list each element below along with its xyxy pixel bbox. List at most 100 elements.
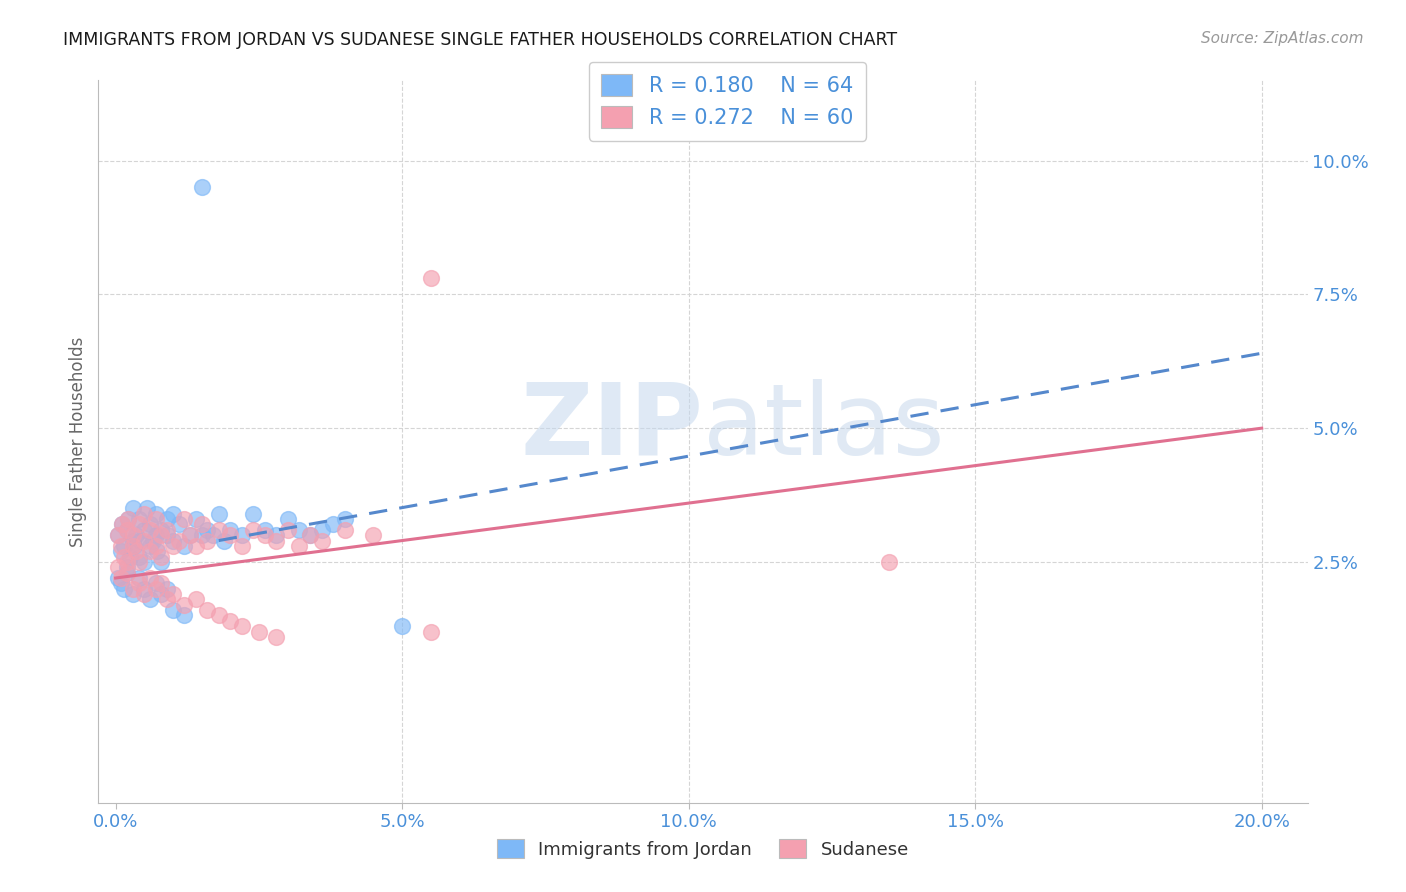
Point [208, 608, 231, 623]
Point [128, 571, 150, 585]
Point [110, 576, 132, 591]
Point [162, 507, 184, 521]
Point [121, 501, 143, 516]
Point [299, 528, 322, 542]
Point [150, 528, 173, 542]
Point [107, 571, 129, 585]
Point [117, 512, 139, 526]
Point [134, 507, 156, 521]
Point [115, 566, 138, 580]
Point [173, 598, 195, 612]
Point [150, 555, 173, 569]
Point [173, 512, 195, 526]
Point [264, 630, 287, 644]
Point [264, 528, 287, 542]
Point [162, 603, 184, 617]
Point [128, 517, 150, 532]
Point [111, 517, 134, 532]
Point [117, 512, 139, 526]
Point [219, 528, 242, 542]
Point [107, 560, 129, 574]
Point [145, 582, 167, 596]
Point [277, 523, 299, 537]
Point [277, 512, 299, 526]
Point [145, 539, 167, 553]
Point [162, 587, 184, 601]
Point [150, 587, 173, 601]
Point [139, 517, 162, 532]
Point [142, 533, 165, 548]
Point [173, 539, 195, 553]
Point [162, 539, 184, 553]
Point [156, 528, 179, 542]
Point [231, 539, 253, 553]
Point [134, 555, 156, 569]
Point [128, 549, 150, 564]
Point [179, 528, 201, 542]
Point [333, 512, 356, 526]
Point [115, 523, 138, 537]
Point [134, 582, 156, 596]
Point [145, 507, 167, 521]
Point [139, 539, 162, 553]
Point [231, 619, 253, 633]
Point [195, 603, 218, 617]
Point [162, 533, 184, 548]
Point [288, 539, 311, 553]
Point [219, 523, 242, 537]
Point [121, 582, 143, 596]
Text: ZIP: ZIP [520, 378, 703, 475]
Point [419, 271, 441, 285]
Point [150, 549, 173, 564]
Point [184, 512, 207, 526]
Point [121, 587, 143, 601]
Point [121, 533, 143, 548]
Point [139, 523, 162, 537]
Point [184, 592, 207, 607]
Point [128, 512, 150, 526]
Point [110, 539, 132, 553]
Point [264, 533, 287, 548]
Point [242, 507, 264, 521]
Point [107, 528, 129, 542]
Point [253, 523, 276, 537]
Point [134, 587, 156, 601]
Point [333, 523, 356, 537]
Point [156, 592, 179, 607]
Point [419, 624, 441, 639]
Point [146, 544, 169, 558]
Point [195, 523, 218, 537]
Point [136, 501, 159, 516]
Point [167, 517, 190, 532]
Point [112, 582, 135, 596]
Point [121, 528, 143, 542]
Point [173, 608, 195, 623]
Point [190, 517, 212, 532]
Point [139, 544, 162, 558]
Point [107, 528, 129, 542]
Point [128, 576, 150, 591]
Point [128, 555, 150, 569]
Point [877, 555, 900, 569]
Point [156, 523, 179, 537]
Point [118, 549, 141, 564]
Point [219, 614, 242, 628]
Text: atlas: atlas [703, 378, 945, 475]
Point [145, 528, 167, 542]
Y-axis label: Single Father Households: Single Father Households [69, 336, 87, 547]
Point [150, 523, 173, 537]
Point [110, 571, 132, 585]
Text: Source: ZipAtlas.com: Source: ZipAtlas.com [1201, 31, 1364, 46]
Point [247, 624, 270, 639]
Point [110, 544, 132, 558]
Point [184, 539, 207, 553]
Point [214, 533, 236, 548]
Point [124, 544, 146, 558]
Point [195, 533, 218, 548]
Point [128, 533, 150, 548]
Point [145, 576, 167, 591]
Point [202, 528, 225, 542]
Point [190, 180, 212, 194]
Point [253, 528, 276, 542]
Point [190, 528, 212, 542]
